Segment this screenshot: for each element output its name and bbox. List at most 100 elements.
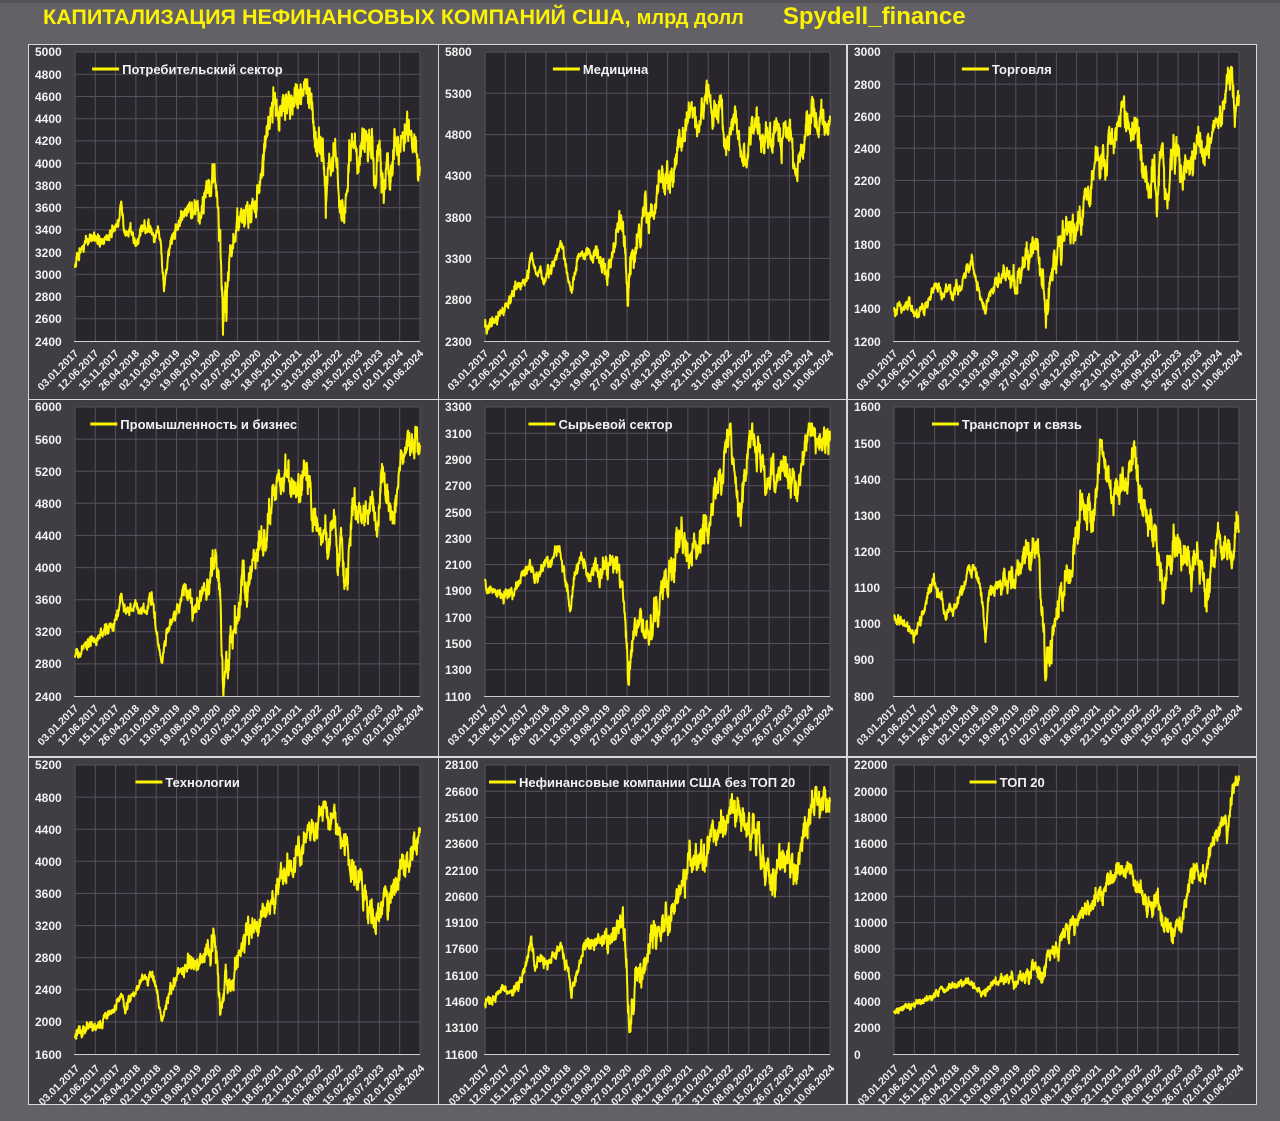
svg-text:28100: 28100 xyxy=(445,758,479,772)
svg-text:4000: 4000 xyxy=(35,157,62,171)
svg-text:3600: 3600 xyxy=(35,201,62,215)
svg-text:14600: 14600 xyxy=(445,995,479,1009)
svg-text:4400: 4400 xyxy=(35,823,62,837)
svg-text:1600: 1600 xyxy=(854,400,881,414)
svg-text:2700: 2700 xyxy=(445,479,472,493)
svg-text:2300: 2300 xyxy=(445,335,472,349)
svg-text:4200: 4200 xyxy=(35,134,62,148)
svg-text:1100: 1100 xyxy=(445,690,471,704)
svg-text:2800: 2800 xyxy=(854,78,881,92)
svg-text:1100: 1100 xyxy=(854,581,880,595)
svg-text:800: 800 xyxy=(854,690,874,704)
svg-text:20600: 20600 xyxy=(445,890,479,904)
svg-text:3200: 3200 xyxy=(35,246,62,260)
svg-text:900: 900 xyxy=(854,653,874,667)
svg-text:5000: 5000 xyxy=(35,45,62,59)
svg-text:3300: 3300 xyxy=(445,400,472,414)
svg-text:12000: 12000 xyxy=(854,890,888,904)
svg-text:5300: 5300 xyxy=(445,87,472,101)
svg-text:2200: 2200 xyxy=(854,174,881,188)
svg-text:6000: 6000 xyxy=(854,969,881,983)
svg-text:4300: 4300 xyxy=(445,169,472,183)
svg-text:1300: 1300 xyxy=(854,509,881,523)
svg-text:2100: 2100 xyxy=(445,558,472,572)
svg-text:3300: 3300 xyxy=(445,252,472,266)
svg-text:3000: 3000 xyxy=(854,45,881,59)
svg-text:Промышленность и бизнес: Промышленность и бизнес xyxy=(120,417,297,432)
svg-text:Сырьевой сектор: Сырьевой сектор xyxy=(559,417,673,432)
svg-text:2000: 2000 xyxy=(854,206,881,220)
svg-text:5800: 5800 xyxy=(445,45,472,59)
svg-text:14000: 14000 xyxy=(854,864,888,878)
svg-text:1600: 1600 xyxy=(854,270,881,284)
svg-text:4000: 4000 xyxy=(35,855,62,869)
svg-text:22000: 22000 xyxy=(854,758,888,772)
svg-text:ТОП 20: ТОП 20 xyxy=(1000,775,1045,790)
svg-text:25100: 25100 xyxy=(445,811,479,825)
svg-text:1200: 1200 xyxy=(854,545,881,559)
svg-text:1600: 1600 xyxy=(35,1048,62,1062)
svg-text:8000: 8000 xyxy=(854,942,881,956)
svg-text:4800: 4800 xyxy=(35,68,62,82)
svg-text:4600: 4600 xyxy=(35,90,62,104)
svg-text:1900: 1900 xyxy=(445,584,472,598)
svg-text:1400: 1400 xyxy=(854,302,881,316)
svg-text:3600: 3600 xyxy=(35,887,62,901)
svg-text:2600: 2600 xyxy=(854,110,881,124)
svg-text:3000: 3000 xyxy=(35,268,62,282)
svg-text:2400: 2400 xyxy=(35,983,62,997)
svg-text:2800: 2800 xyxy=(35,657,62,671)
svg-text:2900: 2900 xyxy=(445,453,472,467)
svg-text:3100: 3100 xyxy=(445,427,472,441)
svg-text:3800: 3800 xyxy=(35,179,62,193)
svg-text:26600: 26600 xyxy=(445,785,479,799)
svg-text:2300: 2300 xyxy=(445,532,472,546)
svg-text:1200: 1200 xyxy=(854,335,881,349)
svg-text:16000: 16000 xyxy=(854,837,888,851)
svg-text:6000: 6000 xyxy=(35,400,62,414)
svg-text:2800: 2800 xyxy=(35,290,62,304)
svg-text:11600: 11600 xyxy=(445,1048,478,1062)
svg-text:2400: 2400 xyxy=(854,142,881,156)
svg-text:4000: 4000 xyxy=(854,995,881,1009)
svg-text:4800: 4800 xyxy=(35,791,62,805)
svg-text:5600: 5600 xyxy=(35,433,62,447)
svg-text:2800: 2800 xyxy=(35,951,62,965)
svg-text:0: 0 xyxy=(854,1048,861,1062)
svg-text:4800: 4800 xyxy=(35,497,62,511)
svg-text:4000: 4000 xyxy=(35,561,62,575)
svg-text:2600: 2600 xyxy=(35,312,62,326)
svg-text:3400: 3400 xyxy=(35,223,62,237)
svg-text:22100: 22100 xyxy=(445,864,479,878)
svg-text:Нефинансовые компании США без: Нефинансовые компании США без ТОП 20 xyxy=(519,775,795,790)
svg-text:1700: 1700 xyxy=(445,611,472,625)
svg-text:23600: 23600 xyxy=(445,837,479,851)
svg-text:Торговля: Торговля xyxy=(992,62,1052,77)
svg-text:Потребительский сектор: Потребительский сектор xyxy=(122,62,283,77)
svg-text:3600: 3600 xyxy=(35,593,62,607)
svg-text:1300: 1300 xyxy=(445,663,472,677)
svg-text:Медицина: Медицина xyxy=(583,62,649,77)
svg-text:Транспорт и связь: Транспорт и связь xyxy=(962,417,1082,432)
svg-text:2800: 2800 xyxy=(445,293,472,307)
svg-text:20000: 20000 xyxy=(854,785,888,799)
svg-text:2400: 2400 xyxy=(35,335,62,349)
svg-text:16100: 16100 xyxy=(445,969,479,983)
svg-text:3200: 3200 xyxy=(35,625,62,639)
svg-text:2000: 2000 xyxy=(854,1021,881,1035)
svg-text:1500: 1500 xyxy=(854,437,881,451)
svg-text:Технологии: Технологии xyxy=(165,775,239,790)
svg-text:1800: 1800 xyxy=(854,238,881,252)
svg-text:2500: 2500 xyxy=(445,506,472,520)
svg-text:2400: 2400 xyxy=(35,690,62,704)
svg-text:5200: 5200 xyxy=(35,465,62,479)
svg-text:19100: 19100 xyxy=(445,916,479,930)
svg-text:4800: 4800 xyxy=(445,128,472,142)
svg-text:1000: 1000 xyxy=(854,617,881,631)
svg-text:4400: 4400 xyxy=(35,529,62,543)
svg-text:10000: 10000 xyxy=(854,916,888,930)
svg-text:1400: 1400 xyxy=(854,473,881,487)
svg-text:13100: 13100 xyxy=(445,1021,479,1035)
svg-text:2000: 2000 xyxy=(35,1015,62,1029)
svg-text:3200: 3200 xyxy=(35,919,62,933)
